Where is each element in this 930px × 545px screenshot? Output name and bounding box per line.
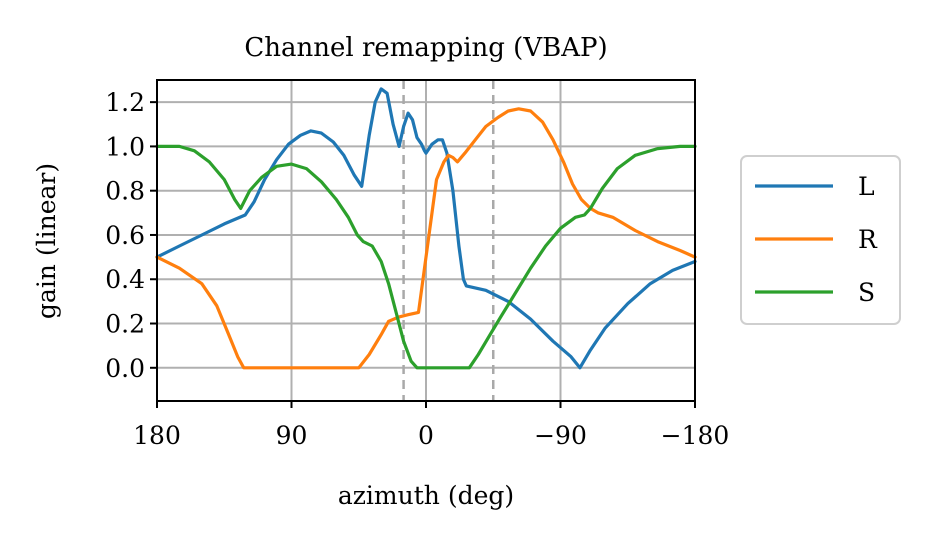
y-tick-label: 0.4 [105,265,145,294]
legend-label-L: L [858,172,875,201]
x-tick-label: −90 [534,421,587,450]
y-axis-ticks: 0.0 0.2 0.4 0.6 0.8 1.0 1.2 [105,88,157,383]
series-line-S [155,144,697,370]
y-tick-label: 0.6 [105,221,145,250]
y-tick-label: 0.2 [105,310,145,339]
x-tick-label: 90 [276,421,308,450]
x-tick-label: −180 [661,421,730,450]
x-tick-label: 0 [418,421,434,450]
y-tick-label: 0.0 [105,354,145,383]
series-line-L [155,87,697,370]
series-line-R [155,107,697,370]
y-tick-label: 1.0 [105,132,145,161]
y-tick-label: 1.2 [105,88,145,117]
series-group [155,87,697,370]
x-tick-label: 180 [133,421,181,450]
legend: LRS [740,155,901,325]
legend-label-R: R [858,225,878,254]
chart-title: Channel remapping (VBAP) [244,33,607,63]
x-axis-ticks: 180 90 0 −90 −180 [133,401,729,450]
x-axis-label: azimuth (deg) [338,481,514,510]
y-tick-label: 0.8 [105,177,145,206]
y-axis-label: gain (linear) [32,163,61,319]
legend-label-S: S [858,278,875,307]
